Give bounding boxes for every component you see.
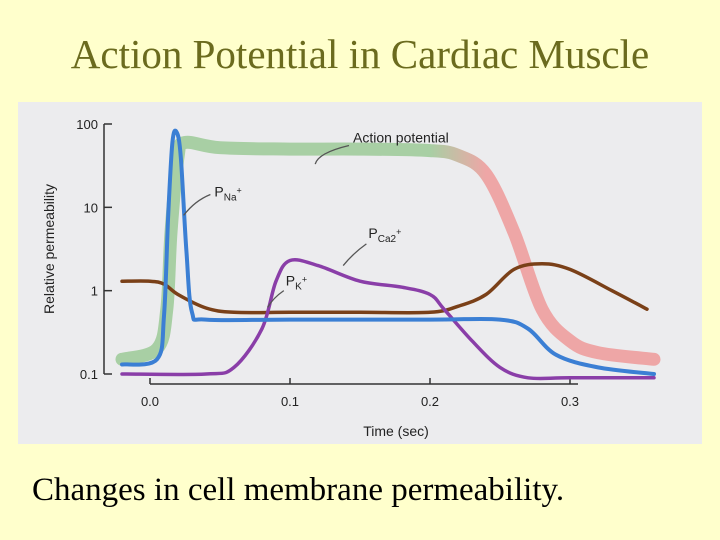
x-tick-label: 0.3: [561, 394, 579, 409]
y-axis-label: Relative permeability: [41, 184, 57, 314]
series-line-pca: [120, 257, 656, 381]
permeability-chart: 0.1 1 10 100 0.0 0.1 0.2 0.3 Time (sec) Relative …: [41, 117, 661, 439]
annotation-pna: PNa+: [214, 183, 241, 203]
leader-pca: [342, 243, 367, 266]
leader-pna: [183, 193, 211, 216]
slide-title: Action Potential in Cardiac Muscle: [70, 31, 650, 77]
x-tick-label: 0.2: [421, 394, 439, 409]
y-tick-label: 10: [84, 200, 98, 215]
y-tick-label: 1: [91, 284, 98, 299]
series-line-ap: [115, 135, 661, 366]
annotation-pca: PCa2+: [368, 225, 401, 245]
y-tick-label: 0.1: [80, 367, 98, 382]
leader-action-potential: [314, 144, 350, 165]
annotation-pk: PK+: [286, 273, 307, 293]
x-tick-label: 0.1: [281, 394, 299, 409]
slide-caption: Changes in cell membrane permeability.: [32, 472, 565, 508]
annotation-action-potential: Action potential: [353, 129, 449, 145]
series-line-pk: [120, 262, 649, 315]
y-tick-label: 100: [76, 117, 98, 132]
x-tick-label: 0.0: [141, 394, 159, 409]
leader-pk: [267, 290, 285, 308]
series-line-pna: [120, 128, 656, 376]
x-axis-label: Time (sec): [363, 423, 429, 439]
chart-figure: 0.1 1 10 100 0.0 0.1 0.2 0.3 Time (sec) Relative …: [18, 102, 702, 444]
